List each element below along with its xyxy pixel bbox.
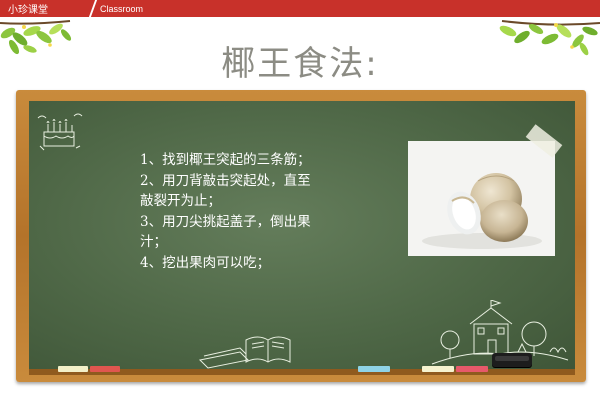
step-line: 4、挖出果肉可以吃；	[140, 254, 271, 271]
header-tab[interactable]: 小珍课堂	[8, 5, 48, 16]
coconut-image	[422, 173, 542, 249]
step-line: 3、用刀尖挑起盖子，倒出果	[140, 213, 311, 230]
chalk-piece	[456, 366, 488, 372]
leaves-right-decoration	[499, 20, 600, 56]
steps-list: 1、找到椰王突起的三条筋； 2、用刀背敲击突起处，直至 敲裂开为止； 3、用刀尖…	[140, 150, 352, 273]
chalk-piece	[422, 366, 454, 372]
books-doodle-icon	[198, 336, 291, 369]
chalk-piece	[358, 366, 390, 372]
coconut-photo	[408, 141, 555, 256]
step-line: 2、用刀背敲击突起处，直至	[140, 172, 311, 189]
header-bar: 小珍课堂 Classroom	[0, 0, 600, 17]
step-line: 1、找到椰王突起的三条筋；	[140, 152, 311, 168]
step-line: 汁；	[140, 234, 167, 250]
header-divider	[88, 0, 98, 17]
step-line: 敲裂开为止；	[140, 193, 221, 209]
header-section-label: Classroom	[100, 3, 144, 14]
cake-doodle-icon	[37, 113, 83, 151]
slide-title: 椰王食法:	[221, 44, 379, 84]
eraser	[492, 353, 532, 367]
chalk-piece	[58, 366, 88, 372]
leaves-left-decoration	[0, 20, 72, 55]
chalk-tray	[29, 369, 575, 375]
chalk-piece	[90, 366, 120, 372]
